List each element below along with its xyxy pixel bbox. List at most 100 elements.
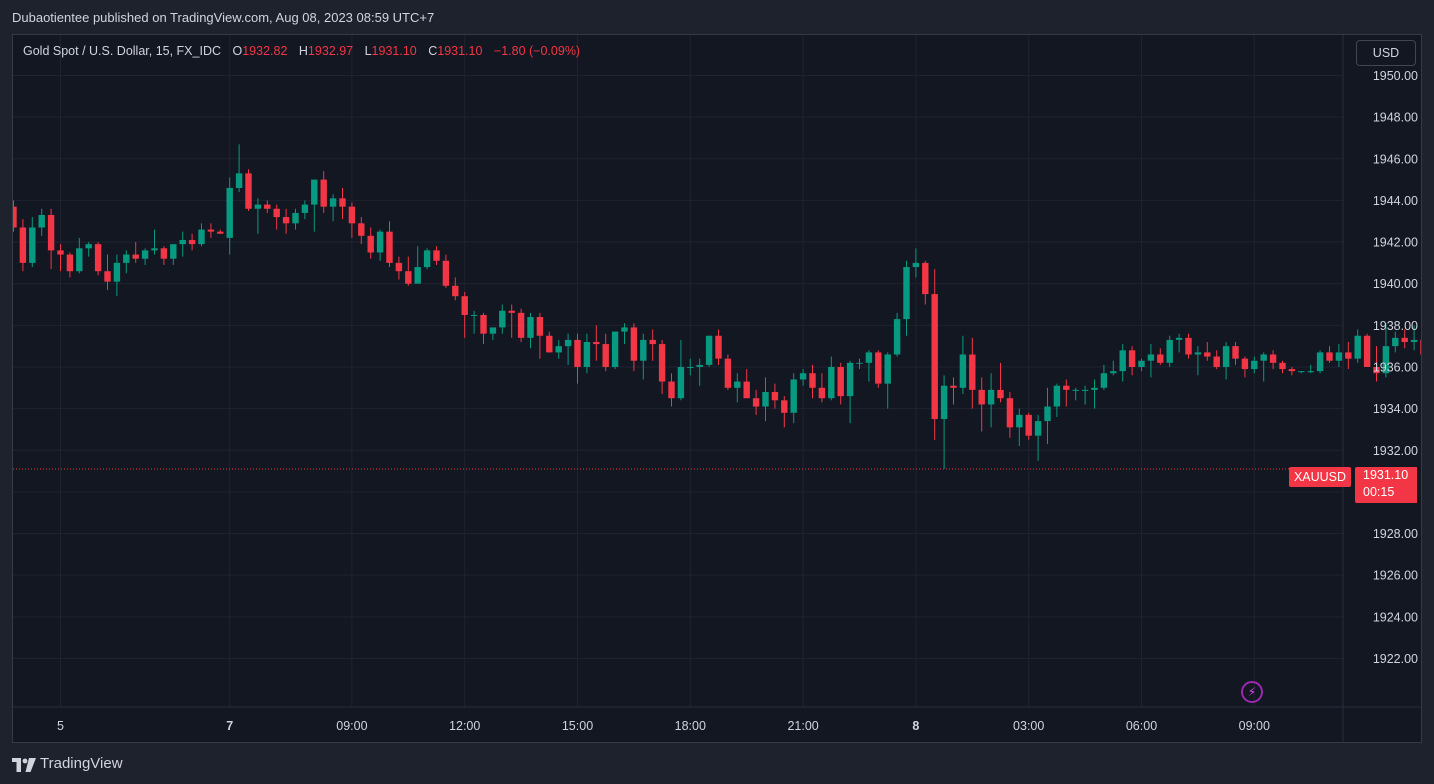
candle [442,254,450,288]
candle-body [1119,350,1126,372]
candle [658,339,666,395]
candle-body [179,239,186,245]
candle-body [1110,371,1117,374]
candle-body [649,339,656,345]
candle-body [536,317,544,336]
candle-body [1194,352,1202,355]
candle [254,198,262,234]
candle [677,339,685,401]
candle [856,358,863,370]
candle [1063,379,1070,407]
candle-body [320,179,327,207]
candle [508,304,515,338]
candle [1194,346,1202,376]
candle-body [1307,371,1314,373]
candle-body [94,244,102,272]
candle [1316,350,1324,374]
candle-body [1298,371,1305,373]
candle [151,229,158,255]
candle-body [1147,354,1155,361]
candle-body [818,387,826,399]
candle-body [884,354,891,384]
candle-body [1091,387,1098,390]
candle-body [273,208,280,218]
candle-series [13,144,1421,469]
candle-body [329,198,337,207]
candle-body [922,262,929,295]
candle [931,269,938,440]
candle-body [1072,389,1079,391]
candle [527,312,534,349]
candle-body [38,214,45,228]
last-price-value: 1931.10 [1363,468,1409,482]
candle-body [85,244,92,249]
candle [1006,391,1014,438]
candle [1185,333,1192,359]
candle-body [1081,389,1089,391]
candle-body [141,250,149,259]
open-label: O [232,44,243,58]
candle-body [856,362,863,364]
candle-body [1335,352,1343,361]
time-tick-label: 21:00 [787,719,818,733]
time-tick-label: 03:00 [1013,719,1044,733]
candle-body [198,229,205,245]
candle [141,248,149,265]
price-tick-label: 1938.00 [1373,319,1418,333]
candle [969,337,976,409]
chart-panel[interactable]: 1950.00 1948.00 1946.00 1944.00 1942.00 1940.… [12,34,1422,743]
candle-body [752,398,760,407]
candle [922,260,929,305]
candle [198,223,205,247]
candle-body [1279,362,1286,370]
bar-countdown: 00:15 [1363,485,1395,499]
candle-body [13,206,17,228]
candle [1241,356,1249,378]
candle-body [1175,337,1183,340]
time-tick-label: 8 [912,719,919,733]
candle-body [1316,352,1324,372]
candle [405,256,412,286]
candle-body [508,310,515,313]
candle [1260,352,1267,382]
candle [640,333,647,380]
candle [1222,341,1230,380]
candle [705,335,713,367]
candle [818,373,826,403]
candle-body [1345,352,1352,359]
candle [1157,348,1164,365]
candle [743,369,750,399]
candle-body [987,389,995,405]
candlestick-chart[interactable]: 1950.00 1948.00 1946.00 1944.00 1942.00 1940.… [13,35,1422,743]
candle-body [1100,373,1108,388]
candle [329,194,337,222]
candle [414,246,421,284]
candle [1138,358,1145,372]
candle-body [1373,366,1380,374]
candle [123,250,130,274]
candle [715,329,722,365]
candle-body [1034,421,1042,436]
high-value: 1932.97 [307,44,354,58]
candle [1392,331,1399,353]
candle [1298,371,1305,374]
candle-body [997,389,1004,399]
candle-body [282,217,290,224]
symbol-description[interactable]: Gold Spot / U.S. Dollar, 15, FX_IDC [23,44,221,58]
change-value: −1.80 (−0.09%) [493,44,581,58]
candle-body [630,327,638,361]
time-tick-label: 7 [226,719,233,733]
candle-body [301,204,309,213]
candle [1175,333,1183,353]
candle [282,208,290,234]
currency-button[interactable]: USD [1356,40,1416,66]
candle [1401,329,1408,349]
candle-body [1260,354,1267,361]
candle [762,377,769,422]
candle [38,208,45,236]
candle [940,375,948,469]
lightning-bolt-icon[interactable]: ⚡ [1241,681,1263,703]
candle-body [188,239,196,245]
candle-body [1354,335,1361,359]
candle-body [367,235,374,253]
